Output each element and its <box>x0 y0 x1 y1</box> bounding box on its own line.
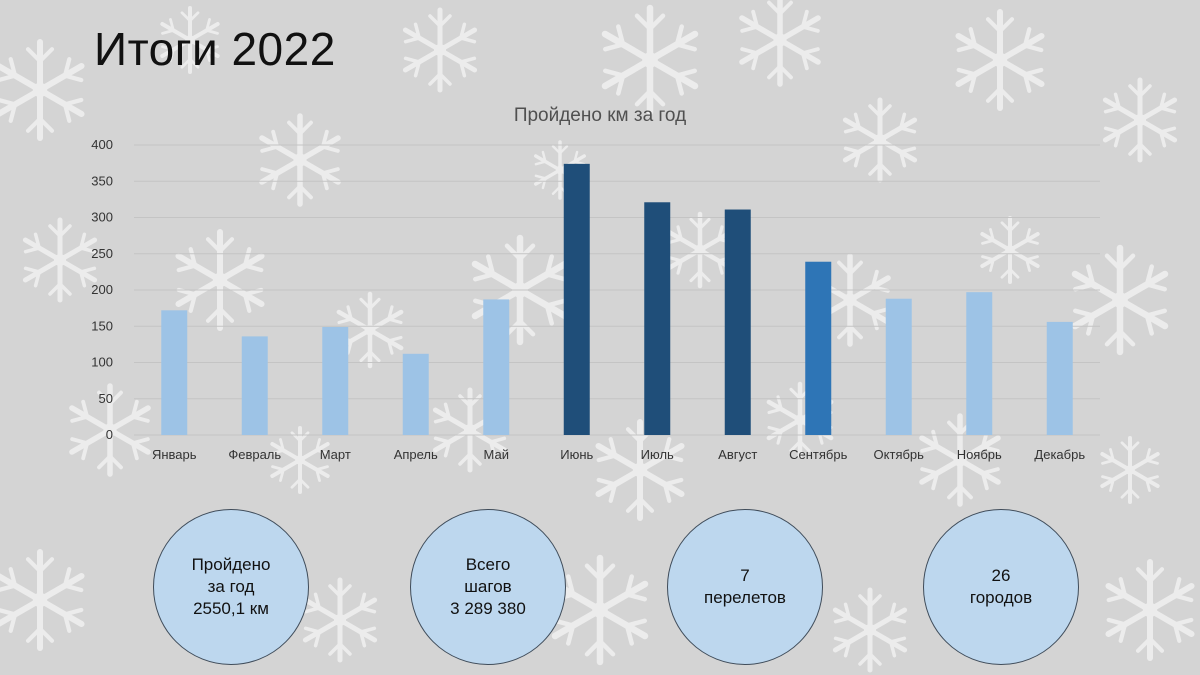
x-tick-label: Октябрь <box>874 447 925 462</box>
x-tick-label: Январь <box>152 447 197 462</box>
stat-circle-cities: 26 городов <box>923 509 1079 665</box>
y-tick-label: 200 <box>91 282 113 297</box>
y-tick-label: 150 <box>91 318 113 333</box>
stat-line: за год <box>207 577 255 596</box>
stat-line: 26 <box>991 566 1011 585</box>
bar-10 <box>885 298 912 435</box>
stat-line: Всего <box>465 555 511 574</box>
x-tick-label: Сентябрь <box>789 447 847 462</box>
stat-circle-flights: 7 перелетов <box>667 509 823 665</box>
bar-5 <box>483 299 510 435</box>
bar-3 <box>322 326 349 435</box>
bar-7 <box>644 202 671 435</box>
stat-line: 3 289 380 <box>450 599 526 618</box>
bar-2 <box>241 336 268 435</box>
stat-circle-distance: Пройдено за год 2550,1 км <box>153 509 309 665</box>
bar-4 <box>402 353 429 435</box>
y-tick-label: 300 <box>91 210 113 225</box>
x-tick-label: Декабрь <box>1034 447 1085 462</box>
x-tick-label: Май <box>484 447 509 462</box>
x-tick-label: Февраль <box>228 447 281 462</box>
chart-title: Пройдено км за год <box>514 105 686 126</box>
bar-chart: Пройдено км за год 0 50 100 150 200 250 300 350… <box>91 105 1100 462</box>
bar-8 <box>724 209 751 435</box>
bar-12 <box>1046 321 1073 435</box>
bar-6 <box>563 163 590 435</box>
y-tick-label: 0 <box>106 427 113 442</box>
y-tick-label: 250 <box>91 246 113 261</box>
bar-11 <box>966 292 993 435</box>
y-tick-label: 350 <box>91 173 113 188</box>
stat-line: перелетов <box>704 588 786 607</box>
stat-circle-steps: Всего шагов 3 289 380 <box>410 509 566 665</box>
y-tick-label: 50 <box>99 391 113 406</box>
bar-1 <box>161 310 188 435</box>
x-tick-label: Ноябрь <box>957 447 1002 462</box>
stat-line: шагов <box>464 577 512 596</box>
x-tick-label: Июнь <box>560 447 593 462</box>
slide-title: Итоги 2022 <box>94 23 336 75</box>
stat-line: городов <box>969 588 1033 607</box>
y-tick-label: 400 <box>91 137 113 152</box>
stat-line: Пройдено <box>191 555 271 574</box>
stat-line: 7 <box>740 566 750 585</box>
y-tick-label: 100 <box>91 355 113 370</box>
x-tick-label: Апрель <box>394 447 438 462</box>
x-tick-label: Июль <box>641 447 674 462</box>
bar-9 <box>805 261 832 435</box>
x-tick-label: Август <box>718 447 757 462</box>
stat-line: 2550,1 км <box>193 599 269 618</box>
x-tick-label: Март <box>320 447 351 462</box>
